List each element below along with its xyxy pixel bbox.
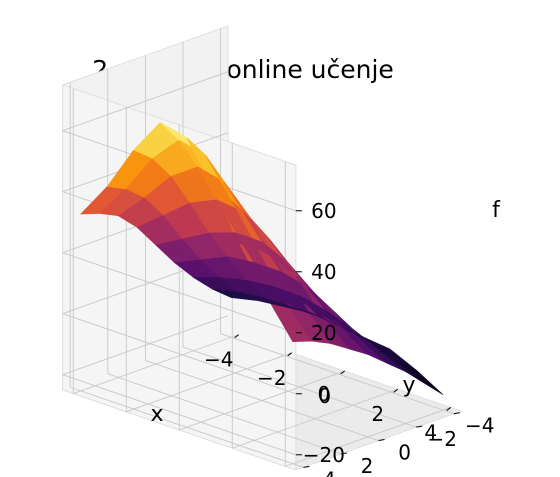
z-axis-label: f	[492, 198, 501, 223]
z-tick-label: −20	[303, 443, 345, 467]
x-tick-label: −2	[257, 366, 286, 390]
z-tick-label: 0	[318, 382, 331, 406]
z-tick-label: 20	[311, 321, 336, 345]
x-tick-label: 2	[371, 402, 384, 426]
y-axis-label: y	[402, 373, 415, 398]
y-tick-label: 2	[361, 454, 374, 477]
x-axis-label: x	[150, 402, 163, 427]
x-tick-label: −4	[204, 348, 233, 372]
y-tick-label: 0	[398, 441, 411, 465]
surface-patch-2-7	[360, 339, 405, 372]
z-tick-label: 60	[311, 199, 336, 223]
y-tick-label: −2	[427, 427, 456, 451]
z-tick-label: 40	[311, 260, 336, 284]
y-tick-label: −4	[465, 414, 494, 438]
y-tick-label: 4	[323, 467, 336, 477]
